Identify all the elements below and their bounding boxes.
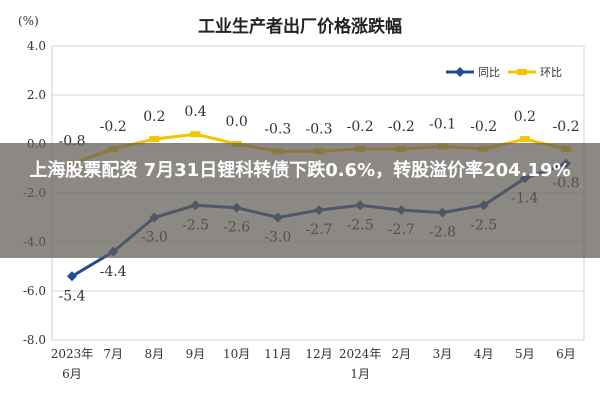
headline-banner: 上海股票配资 7月31日锂科转债下跌0.6%，转股溢价率204.19% [0,143,600,258]
y-tick-label: -6.0 [23,284,46,298]
legend-label-1: 环比 [540,66,562,79]
series-marker-0 [67,271,77,282]
data-label: -0.3 [264,121,291,137]
data-label: -0.2 [553,119,580,135]
x-tick-label: 8月 [145,347,165,361]
series-marker-1 [519,136,530,143]
y-tick-label: 4.0 [27,39,46,53]
x-tick-label: 2024年 [339,347,382,361]
chart-title: 工业生产者出厂价格涨跌幅 [198,17,402,37]
data-label: -4.4 [100,264,127,280]
x-tick-label: 5月 [515,347,535,361]
x-tick-label: 6月 [556,347,576,361]
data-label: -0.2 [347,119,374,135]
x-tick-label: 2月 [392,347,412,361]
y-tick-label: 2.0 [27,88,46,102]
data-label: 0.2 [514,109,536,125]
headline-text: 上海股票配资 7月31日锂科转债下跌0.6%，转股溢价率204.19% [29,160,571,181]
data-label: 0.0 [226,114,248,130]
x-tick-label: 4月 [474,347,494,361]
data-label: -0.3 [306,121,333,137]
data-label: 0.2 [143,109,165,125]
x-tick-label: 3月 [433,347,453,361]
legend-marker-0 [455,67,465,77]
x-tick-label: 1月 [350,367,370,381]
x-tick-label: 9月 [186,347,206,361]
data-label: -0.1 [429,116,456,132]
legend-label-0: 同比 [478,66,500,79]
x-tick-label: 12月 [305,347,332,361]
x-tick-label: 2023年 [51,347,94,361]
y-tick-label: -8.0 [23,333,46,347]
y-axis-unit: (%) [18,14,39,28]
data-label: -0.2 [470,119,497,135]
series-marker-1 [149,136,160,143]
data-label: 0.4 [184,104,206,120]
data-label: -0.2 [100,119,127,135]
data-label: -0.2 [388,119,415,135]
x-tick-label: 6月 [62,367,82,381]
data-label: -5.4 [59,288,86,304]
legend-marker-1 [517,69,527,75]
series-marker-1 [190,131,201,138]
x-tick-label: 7月 [103,347,123,361]
x-tick-label: 10月 [223,347,250,361]
x-tick-label: 11月 [264,347,291,361]
